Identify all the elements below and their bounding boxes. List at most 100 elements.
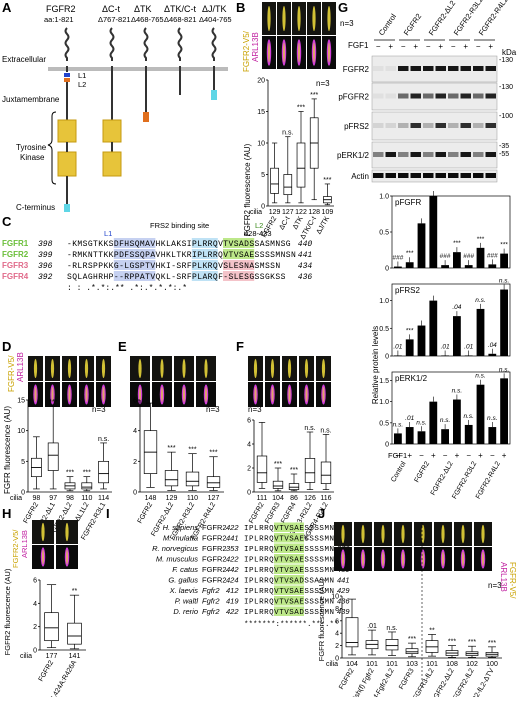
panel-j-cilia-0: 104	[346, 661, 358, 668]
panel-f-box-3	[304, 458, 316, 483]
panel-f-box-0	[256, 455, 268, 483]
l2-label: L2	[255, 221, 263, 230]
panel-b-xtick-2: ΔTK	[292, 215, 305, 231]
panel-d-sig-3: ***	[83, 470, 91, 477]
panel-d-ytick-label-2: 10	[17, 428, 25, 435]
panel-j-sig-6: ***	[468, 639, 476, 646]
panel-f-sig-2: ***	[290, 467, 298, 474]
panel-b-sig-2: ***	[297, 105, 305, 112]
panel-g-bar-label-2-7: n.s.	[475, 373, 486, 380]
panel-i-start-5: 424	[226, 576, 239, 585]
panel-g-bar-label-2-2: n.s.	[416, 419, 427, 426]
panel-j-cilia-3: 103	[406, 661, 418, 668]
panel-g-bars-fgf-0: −	[396, 451, 401, 460]
panel-g-bars-title-2: pERK1/2	[395, 374, 428, 383]
panel-g-band-3-6	[448, 152, 459, 157]
panel-g-bar-0-6	[464, 265, 473, 268]
panel-f-micro-overlay-3	[305, 387, 308, 402]
panel-g-bars-ytick-label-2-0: 0	[385, 442, 389, 449]
panel-j: FGFR-V5/ ARL13B n=3 FGFR fluorescence (A…	[317, 522, 517, 702]
panel-g-bars-fgf-7: +	[478, 451, 483, 460]
panel-b-ylabel: FGFR2 fluorescence (AU)	[243, 143, 252, 236]
panel-i-species-8: D. rerio	[173, 607, 198, 616]
panel-g-band-2-0	[373, 123, 384, 128]
panel-g-band-3-9	[485, 152, 496, 157]
panel-g-lane-1: FGFR2	[402, 12, 423, 37]
panel-e-box-1	[164, 470, 179, 487]
panel-h-ytick-label-0: 0	[33, 648, 37, 655]
panel-g-bar-label-0-6: ###	[463, 253, 474, 260]
panel-i-l2-highlight-7	[274, 596, 304, 606]
panel-e-box-2	[185, 471, 200, 487]
panel-i-seq-3: IPLRRQVTVSAESSSSMN	[244, 557, 334, 565]
panel-f-micro-yellow-cilium-1	[270, 359, 275, 378]
panel-i-species-0: H. sapiens	[163, 523, 199, 532]
panel-g-bar-2-3	[429, 401, 438, 444]
motif-l1-label: L1	[78, 71, 86, 80]
panel-g-band-3-7	[460, 152, 471, 157]
panel-g-band-4-9	[485, 173, 496, 178]
panel-g-band-2-9	[485, 123, 496, 128]
panel-g-bar-label-0-7: ***	[477, 236, 485, 243]
panel-i-gene-4: FGFR2	[202, 565, 227, 574]
panel-g-band-3-4	[423, 152, 434, 157]
panel-d-sig-2: ***	[66, 470, 74, 477]
panel-b-ytick-label-2: 10	[257, 141, 265, 148]
panel-i-seq-6: IPLRRQVTVSAESSSSMN	[244, 588, 334, 596]
panel-g-band-0-3	[410, 66, 421, 71]
panel-c-l1-highlight-0	[113, 238, 156, 248]
panel-d: FGFR-V5/ ARL13B FGFR fluorescence (AU) n…	[3, 352, 112, 544]
construct-label-dtk: ΔTK	[134, 4, 152, 14]
panel-b-boxplot: 05101520129FGFR2n.s.127ΔC-t***122ΔTK***1…	[250, 78, 334, 241]
panel-g-bars-frame-1	[391, 283, 511, 357]
panel-d-box-4	[98, 460, 109, 484]
panel-g-band-0-4	[423, 66, 434, 71]
panel-i-species-2: R. norvegicus	[152, 544, 198, 553]
panel-c-name-1: FGFR2	[2, 250, 29, 259]
panel-b-micro-overlay-1	[283, 42, 285, 63]
panel-g-bar-1-2	[417, 325, 426, 356]
panel-e: n=3 0246148FGFR2***129FGFR2-ΔL2***110FGF…	[130, 356, 224, 541]
panel-g-bar-label-1-7: n.s.	[475, 297, 486, 304]
panel-h-channel-fgfr: FGFR2-V5/	[11, 529, 20, 568]
panel-d-cilia-4: 114	[98, 495, 109, 502]
panel-letter-h: H	[2, 506, 11, 521]
panel-g-bar-2-0	[394, 433, 402, 444]
panel-g-bars-cat-4: FGFR2-R4L2	[475, 460, 502, 500]
panel-e-ytick-label-3: 6	[133, 398, 137, 405]
panel-f-ytick-label-1: 2	[247, 466, 251, 473]
panel-b-cilia-3: 128	[308, 209, 320, 216]
panel-g-band-3-2	[398, 152, 409, 157]
panel-g-lane-0: Control	[377, 12, 398, 37]
panel-g-band-1-9	[485, 93, 496, 99]
panel-g-plus-1: +	[413, 42, 418, 51]
panel-e-micro-overlay-2	[183, 387, 185, 402]
panel-f-sig-1: ***	[274, 461, 282, 468]
panel-e-micro-yellow-cilium-0	[138, 359, 142, 378]
panel-i-l2-highlight-6	[274, 585, 304, 595]
panel-g-minus-1: −	[401, 42, 406, 51]
panel-g-bar-1-0	[394, 355, 402, 356]
range-label-2: Δ468-765	[131, 15, 164, 24]
kinase-brace	[47, 111, 57, 185]
panel-g-band-0-8	[473, 66, 484, 71]
panel-b-ytick-label-3: 15	[257, 109, 265, 116]
panel-c-l2-highlight-2	[223, 260, 255, 270]
panel-j-cilia-2: 101	[386, 661, 398, 668]
panel-e-micro-overlay-3	[205, 387, 207, 402]
panel-f-micro-overlay-1	[271, 387, 274, 402]
panel-b-ytick-label-4: 20	[257, 78, 265, 85]
panel-h-ytick-label-2: 4	[33, 601, 37, 608]
panel-i-l2-highlight-4	[274, 564, 304, 574]
panel-c-frs2-highlight-1	[191, 249, 218, 259]
panel-i-l2-highlight-8	[274, 606, 304, 616]
panel-j-channel-fgfr: FGFR-V5/	[508, 562, 517, 599]
range-label-0: aa:1-821	[44, 15, 74, 24]
panel-f-sig-3: n.s.	[304, 425, 315, 432]
panel-g-band-2-1	[385, 123, 396, 128]
panel-e-cilia-2: 110	[187, 495, 198, 502]
panel-f-box-1	[272, 480, 284, 489]
panel-d-micro-overlay-1	[51, 387, 54, 402]
panel-g-band-1-6	[448, 93, 459, 99]
kinase-domain-n	[57, 119, 77, 143]
